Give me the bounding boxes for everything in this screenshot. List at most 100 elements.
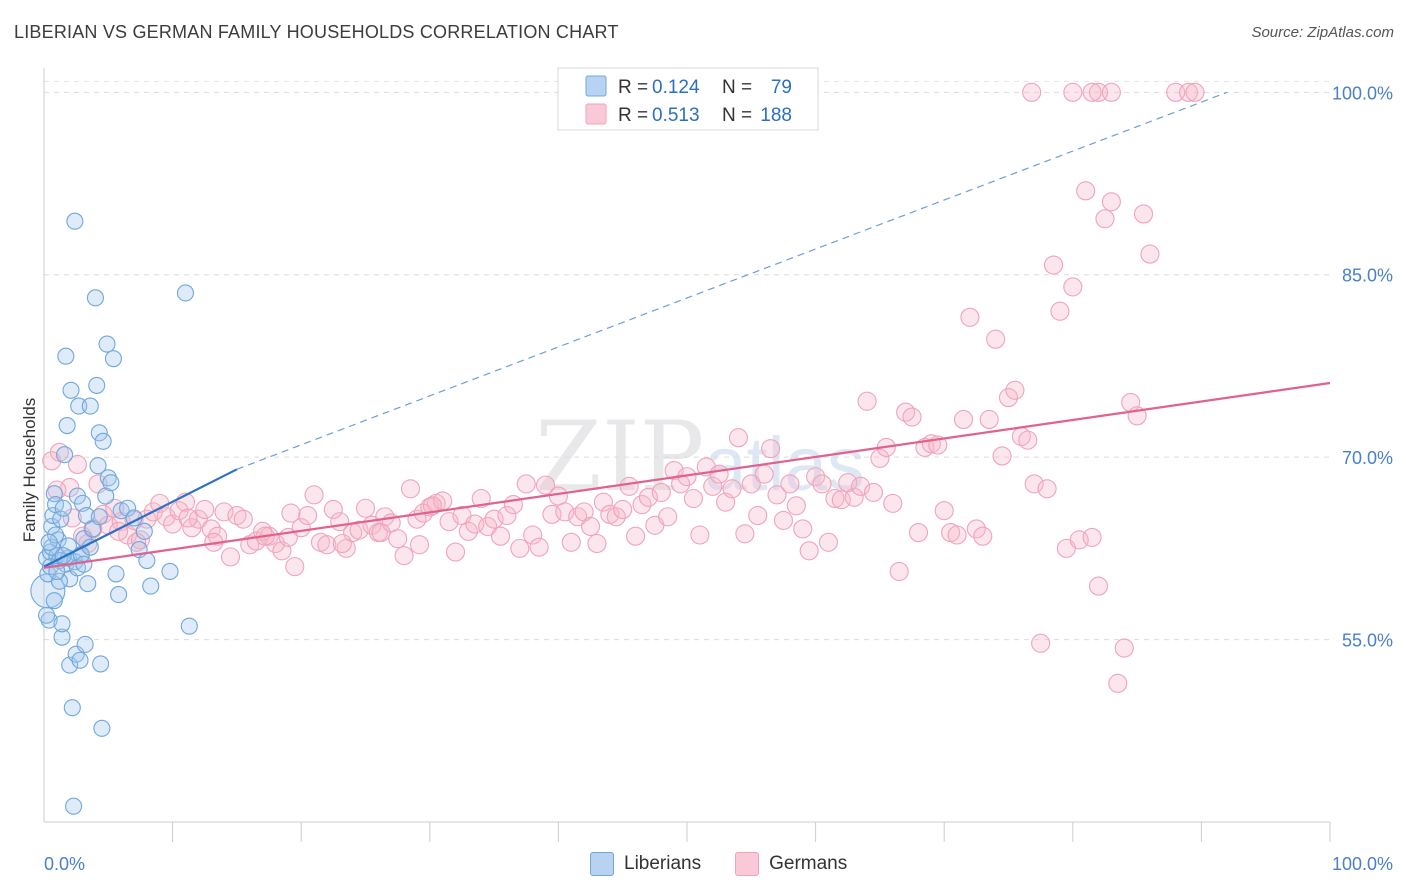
german-point <box>1022 82 1042 102</box>
r-value: 0.513 <box>652 105 700 126</box>
german-point <box>529 537 549 557</box>
german-point <box>773 510 794 530</box>
source-label: Source: ZipAtlas.com <box>1251 24 1394 41</box>
liberian-point <box>45 485 63 503</box>
german-point <box>626 526 646 546</box>
german-point <box>233 509 253 529</box>
german-point <box>580 516 601 537</box>
german-point <box>690 525 710 545</box>
liberian-point <box>94 432 112 450</box>
liberian-point <box>119 499 137 517</box>
german-point <box>478 516 498 537</box>
german-point <box>471 488 491 509</box>
stats-swatch-liberians <box>585 75 607 97</box>
german-point <box>332 533 352 554</box>
legend-item-germans[interactable]: Germans <box>735 852 847 876</box>
german-point <box>67 454 87 475</box>
liberian-point <box>142 577 160 595</box>
german-point <box>947 525 967 545</box>
german-point <box>510 538 530 558</box>
german-point <box>1063 82 1083 102</box>
german-point <box>908 523 929 543</box>
german-point <box>806 467 826 487</box>
german-point <box>818 532 839 552</box>
liberian-point <box>79 575 97 593</box>
german-point <box>371 523 391 543</box>
german-point <box>195 499 215 520</box>
liberian-point <box>70 397 88 415</box>
liberian-point <box>45 592 63 610</box>
german-point <box>979 409 999 430</box>
german-point <box>490 526 511 546</box>
y-tick-label: 55.0% <box>1342 631 1393 651</box>
german-point <box>1185 82 1205 102</box>
german-point <box>355 498 376 518</box>
german-point <box>671 474 691 494</box>
liberian-point <box>50 572 68 590</box>
y-tick-label: 100.0% <box>1332 83 1393 103</box>
german-point <box>317 535 337 555</box>
liberian-point <box>88 376 106 394</box>
german-point <box>1024 474 1044 494</box>
german-point <box>973 526 993 546</box>
german-point <box>1101 192 1121 212</box>
german-point <box>1133 204 1154 224</box>
german-point <box>883 493 903 513</box>
german-point <box>523 525 543 545</box>
german-point <box>394 546 414 566</box>
german-point <box>1050 301 1070 321</box>
german-point <box>1101 82 1121 102</box>
german-point <box>992 446 1012 466</box>
german-point <box>178 508 198 528</box>
liberian-point <box>99 469 117 487</box>
german-point <box>735 524 755 544</box>
german-point <box>304 485 324 505</box>
german-point <box>240 535 260 555</box>
liberian-trend-line <box>43 468 238 568</box>
german-point <box>960 307 980 327</box>
german-point <box>484 509 504 529</box>
german-point <box>561 532 581 552</box>
german-point <box>870 448 890 468</box>
n-label: N = <box>722 77 752 98</box>
liberian-point <box>90 424 108 442</box>
r-label: R = <box>618 105 648 126</box>
german-point <box>761 439 781 459</box>
german-point <box>400 479 421 499</box>
german-point <box>844 487 864 507</box>
german-point <box>1082 527 1102 547</box>
liberian-point <box>40 533 58 551</box>
y-tick-label: 70.0% <box>1342 448 1393 468</box>
liberian-point <box>58 416 76 435</box>
liberian-point <box>110 586 128 604</box>
legend-label-germans: Germans <box>769 853 848 874</box>
liberian-point <box>57 347 75 365</box>
german-point <box>728 428 748 448</box>
german-point <box>323 499 343 520</box>
german-point <box>587 533 607 554</box>
legend-item-liberians[interactable]: Liberians <box>590 852 701 876</box>
stats-swatch-germans <box>585 103 607 125</box>
watermark: ZIPatlas <box>535 401 865 513</box>
liberian-point <box>97 487 115 505</box>
n-value: 188 <box>760 105 792 126</box>
liberian-point <box>104 350 122 368</box>
liberian-point <box>92 655 110 673</box>
liberian-point <box>102 474 120 492</box>
n-label: N = <box>722 105 752 126</box>
german-point <box>1082 82 1102 102</box>
german-point <box>1178 82 1199 102</box>
y-tick-label: 85.0% <box>1342 266 1393 286</box>
german-point <box>388 529 408 549</box>
liberian-point <box>90 508 108 526</box>
x-tick-label: 0.0% <box>44 854 85 874</box>
german-point <box>748 505 768 526</box>
stats-legend: R = 0.124 N = 79 R = 0.513 N = 188 <box>557 67 819 131</box>
liberian-point <box>63 699 81 717</box>
liberian-point <box>53 628 71 646</box>
bottom-legend: Liberians Germans <box>590 852 881 876</box>
german-point <box>568 507 588 527</box>
german-point <box>998 388 1019 408</box>
german-point <box>1037 479 1057 499</box>
german-point <box>863 482 884 502</box>
